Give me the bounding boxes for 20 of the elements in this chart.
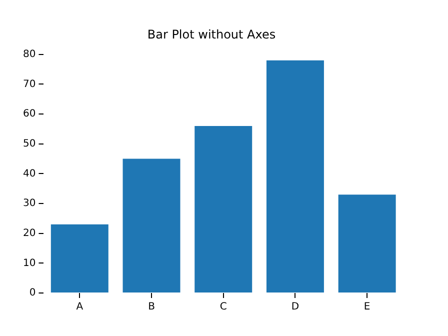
bar [266,60,324,292]
y-tick-label: 0 [29,288,36,299]
y-tick-label: 30 [22,198,36,210]
y-tick-label: 80 [22,48,36,60]
bar [194,126,252,292]
bar [122,158,180,292]
chart-title: Bar Plot without Axes [147,27,276,42]
y-tick-label: 50 [22,138,36,150]
x-tick-label: A [76,302,84,313]
y-tick-label: 70 [22,78,36,90]
x-tick-label: E [364,302,370,313]
bar [338,194,396,292]
x-tick-label: C [220,302,227,313]
y-tick-label: 20 [22,228,36,239]
y-tick-label: 60 [22,108,36,120]
x-tick-label: D [291,302,300,313]
y-tick-label: 10 [22,258,36,269]
y-tick-label: 40 [22,168,36,180]
bar [50,224,108,292]
x-tick-label: B [148,302,156,313]
